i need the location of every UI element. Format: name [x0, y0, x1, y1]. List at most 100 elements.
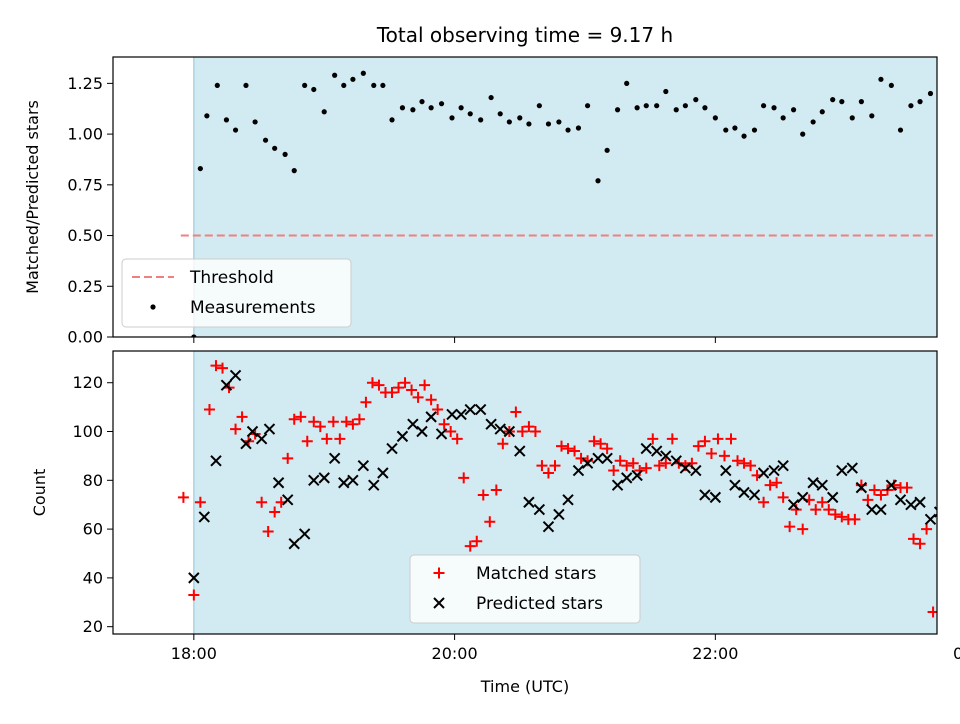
predicted-star-point — [347, 474, 359, 487]
measurement-point — [399, 105, 406, 111]
measurement-point — [937, 77, 942, 82]
matched-star-point — [699, 435, 711, 447]
y-tick-label: 100 — [72, 422, 103, 441]
predicted-star-point — [368, 479, 380, 491]
matched-star-point — [210, 360, 222, 372]
measurement-point — [917, 99, 923, 105]
measurement-point — [223, 117, 230, 123]
legend-matched-swatch — [433, 567, 445, 579]
predicted-star-point — [308, 474, 320, 487]
matched-star-point — [921, 523, 933, 535]
matched-star-point — [412, 391, 424, 403]
predicted-star-point — [807, 477, 819, 489]
measurement-point — [682, 103, 688, 109]
legend-measurements-label: Measurements — [190, 298, 316, 318]
predicted-star-point — [464, 403, 476, 416]
measurement-point — [888, 82, 894, 89]
legend: Matched stars Predicted stars — [409, 554, 641, 624]
matched-star-point — [321, 433, 333, 445]
measurement-point — [897, 127, 904, 133]
measurement-point — [302, 82, 308, 89]
matched-star-point — [595, 438, 607, 450]
predicted-star-point — [777, 459, 789, 472]
measurement-point — [191, 334, 197, 337]
matched-star-point — [666, 433, 678, 445]
matched-star-point — [301, 435, 313, 447]
legend-box — [409, 554, 641, 624]
predicted-star-point — [282, 494, 294, 506]
predicted-star-point — [318, 472, 330, 484]
measurement-point — [428, 105, 434, 111]
y-tick-label: 0.50 — [67, 226, 103, 245]
matched-star-point — [862, 494, 874, 506]
measurement-point — [410, 107, 416, 113]
matched-star-point — [627, 457, 639, 469]
y-tick-label: 0.75 — [67, 175, 103, 194]
predicted-star-point — [690, 464, 702, 477]
matched-star-point — [406, 384, 418, 396]
measurement-point — [467, 111, 473, 117]
measurement-point — [839, 99, 845, 105]
measurement-point — [478, 117, 484, 123]
legend: Threshold Measurements — [121, 258, 352, 328]
predicted-star-point — [894, 494, 907, 506]
measurement-point — [927, 90, 934, 97]
predicted-star-point — [485, 418, 497, 430]
predicted-star-point — [210, 455, 222, 467]
measurement-point — [751, 127, 758, 133]
measurement-point — [565, 127, 571, 133]
matched-star-point — [608, 465, 620, 477]
predicted-star-point — [816, 479, 828, 491]
predicted-star-point — [542, 520, 555, 533]
plot-frame — [112, 350, 938, 635]
matched-star-point — [425, 394, 437, 406]
matched-star-point — [523, 421, 535, 433]
matched-star-point — [823, 504, 835, 516]
legend-predicted-swatch — [433, 597, 445, 609]
predicted-star-point — [954, 497, 960, 507]
predicted-star-point — [377, 467, 389, 479]
matched-star-point — [764, 479, 776, 491]
matched-star-point — [471, 535, 483, 547]
measurement-point — [389, 117, 395, 123]
predicted-star-point — [670, 455, 682, 467]
predicted-star-point — [435, 428, 448, 440]
measurement-point — [584, 103, 591, 109]
predicted-star-point — [729, 479, 741, 491]
predicted-star-point — [581, 457, 594, 469]
matched-star-point — [445, 426, 457, 438]
matched-star-point — [816, 496, 828, 508]
predicted-star-point — [797, 491, 809, 504]
y-tick-label: 20 — [83, 617, 103, 636]
predicted-star-point — [660, 450, 672, 462]
y-tick-label: 1.25 — [67, 74, 103, 93]
measurement-point — [214, 82, 220, 89]
y-tick-label: 80 — [83, 471, 103, 490]
measurement-point — [673, 107, 679, 113]
y-axis-label: Count — [30, 469, 49, 517]
predicted-star-point — [263, 423, 276, 435]
matched-star-point — [269, 506, 281, 518]
predicted-star-point — [855, 481, 868, 494]
matched-star-point — [536, 460, 548, 472]
predicted-star-point — [945, 490, 955, 500]
predicted-star-point — [533, 503, 546, 516]
predicted-star-point — [474, 403, 487, 416]
matched-star-point — [660, 457, 672, 469]
measurement-point — [291, 168, 297, 174]
predicted-star-point — [679, 462, 692, 474]
matched-star-point — [849, 513, 861, 525]
predicted-star-point — [866, 503, 878, 516]
matched-star-point — [569, 445, 581, 457]
measurement-point — [371, 82, 377, 89]
predicted-star-point — [255, 433, 268, 445]
predicted-star-point — [699, 489, 711, 501]
y-tick-label: 0.25 — [67, 277, 103, 296]
predicted-star-point — [328, 452, 341, 465]
measurement-point — [732, 125, 738, 131]
measurement-point — [311, 86, 317, 93]
matched-star-point — [490, 484, 502, 496]
plot-frame — [112, 56, 938, 338]
measurement-point — [449, 115, 455, 121]
matched-star-point — [360, 396, 372, 408]
